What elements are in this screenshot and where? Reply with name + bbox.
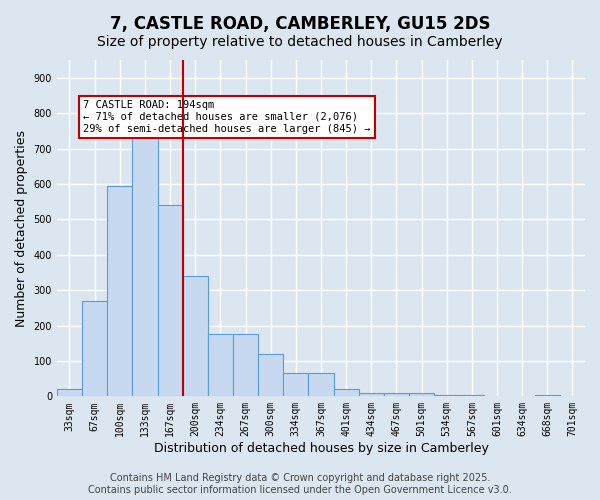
Bar bbox=[359, 393, 384, 396]
Bar bbox=[107, 186, 133, 396]
Bar bbox=[258, 354, 283, 397]
Bar bbox=[133, 134, 158, 396]
Bar bbox=[208, 334, 233, 396]
Bar bbox=[182, 276, 208, 396]
Bar bbox=[82, 300, 107, 396]
Bar bbox=[158, 205, 182, 396]
Y-axis label: Number of detached properties: Number of detached properties bbox=[15, 130, 28, 326]
Text: Contains HM Land Registry data © Crown copyright and database right 2025.
Contai: Contains HM Land Registry data © Crown c… bbox=[88, 474, 512, 495]
Bar bbox=[57, 390, 82, 396]
Bar bbox=[233, 334, 258, 396]
Text: Size of property relative to detached houses in Camberley: Size of property relative to detached ho… bbox=[97, 35, 503, 49]
Bar bbox=[409, 393, 434, 396]
Bar bbox=[434, 394, 459, 396]
Text: 7 CASTLE ROAD: 194sqm
← 71% of detached houses are smaller (2,076)
29% of semi-d: 7 CASTLE ROAD: 194sqm ← 71% of detached … bbox=[83, 100, 371, 134]
Text: 7, CASTLE ROAD, CAMBERLEY, GU15 2DS: 7, CASTLE ROAD, CAMBERLEY, GU15 2DS bbox=[110, 15, 490, 33]
Bar bbox=[283, 374, 308, 396]
Bar bbox=[535, 394, 560, 396]
Bar bbox=[459, 394, 484, 396]
X-axis label: Distribution of detached houses by size in Camberley: Distribution of detached houses by size … bbox=[154, 442, 488, 455]
Bar bbox=[334, 390, 359, 396]
Bar bbox=[384, 393, 409, 396]
Bar bbox=[308, 374, 334, 396]
